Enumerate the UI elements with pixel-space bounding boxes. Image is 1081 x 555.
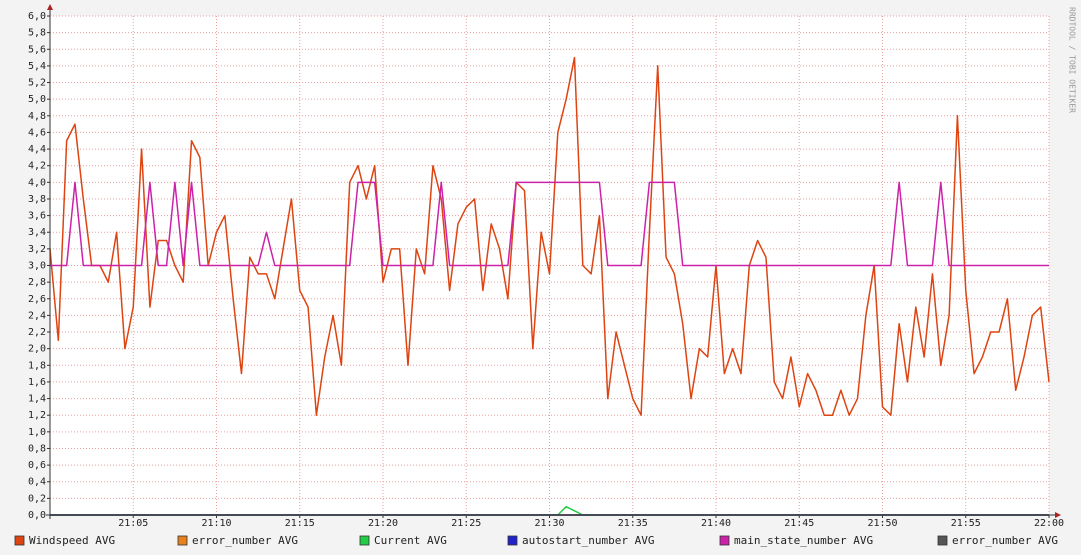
y-tick-label: 0,4 (28, 477, 46, 488)
y-tick-label: 1,0 (28, 427, 46, 438)
y-tick-label: 1,8 (28, 360, 46, 371)
watermark: RRDTOOL / TOBI OETIKER (1068, 7, 1077, 113)
legend-item: error_number AVG (177, 534, 298, 547)
y-tick-label: 5,0 (28, 94, 46, 105)
y-tick-label: 3,0 (28, 261, 46, 272)
x-tick-label: 21:50 (867, 518, 897, 529)
y-tick-label: 0,8 (28, 443, 46, 454)
y-tick-label: 4,2 (28, 161, 46, 172)
y-tick-label: 4,6 (28, 127, 46, 138)
x-tick-label: 21:05 (118, 518, 148, 529)
x-tick-label: 21:15 (285, 518, 315, 529)
y-tick-label: 4,4 (28, 144, 46, 155)
y-tick-label: 3,4 (28, 227, 46, 238)
x-tick-label: 21:25 (451, 518, 481, 529)
y-tick-label: 1,4 (28, 394, 46, 405)
legend-swatch (359, 535, 370, 546)
y-tick-label: 3,2 (28, 244, 46, 255)
y-tick-label: 5,6 (28, 44, 46, 55)
y-tick-label: 6,0 (28, 11, 46, 22)
legend-swatch (507, 535, 518, 546)
x-tick-label: 21:40 (701, 518, 731, 529)
legend-swatch (719, 535, 730, 546)
y-tick-label: 5,8 (28, 28, 46, 39)
y-tick-label: 0,0 (28, 510, 46, 521)
y-tick-label: 2,6 (28, 294, 46, 305)
y-tick-label: 5,4 (28, 61, 46, 72)
x-tick-label: 21:55 (951, 518, 981, 529)
y-tick-label: 1,2 (28, 410, 46, 421)
legend-swatch (177, 535, 188, 546)
y-tick-label: 2,8 (28, 277, 46, 288)
x-tick-label: 21:35 (618, 518, 648, 529)
x-tick-label: 22:00 (1034, 518, 1064, 529)
x-tick-label: 21:30 (534, 518, 564, 529)
x-tick-label: 21:45 (784, 518, 814, 529)
legend-label: main_state_number AVG (734, 534, 873, 547)
y-tick-label: 3,6 (28, 211, 46, 222)
legend-label: error_number AVG (192, 534, 298, 547)
y-tick-label: 5,2 (28, 78, 46, 89)
y-tick-label: 0,6 (28, 460, 46, 471)
legend-label: Current AVG (374, 534, 447, 547)
legend-item: Current AVG (359, 534, 447, 547)
legend-item: error_number AVG (937, 534, 1058, 547)
y-tick-label: 4,8 (28, 111, 46, 122)
legend-label: autostart_number AVG (522, 534, 654, 547)
legend-swatch (937, 535, 948, 546)
series-line (50, 181, 1049, 267)
legend-label: error_number AVG (952, 534, 1058, 547)
axis-arrow (1055, 512, 1061, 518)
legend-item: Windspeed AVG (14, 534, 115, 547)
x-tick-label: 21:10 (201, 518, 231, 529)
legend-item: autostart_number AVG (507, 534, 654, 547)
x-tick-label: 21:20 (368, 518, 398, 529)
legend-label: Windspeed AVG (29, 534, 115, 547)
y-tick-label: 0,2 (28, 493, 46, 504)
y-tick-label: 2,4 (28, 310, 46, 321)
y-tick-label: 1,6 (28, 377, 46, 388)
axis-arrow (47, 4, 53, 10)
y-tick-label: 4,0 (28, 177, 46, 188)
y-tick-label: 2,0 (28, 344, 46, 355)
legend-item: main_state_number AVG (719, 534, 873, 547)
legend-swatch (14, 535, 25, 546)
y-tick-label: 2,2 (28, 327, 46, 338)
series-line (49, 56, 1050, 416)
y-tick-label: 3,8 (28, 194, 46, 205)
